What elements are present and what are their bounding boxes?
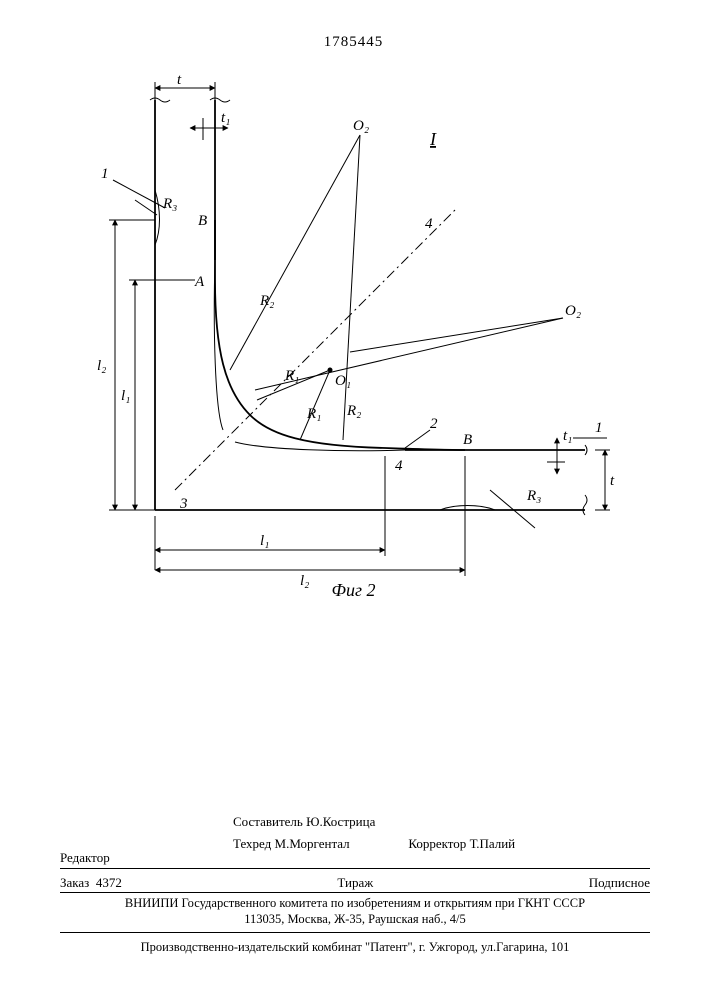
label-4: 4 xyxy=(425,216,433,232)
label-1-left: 1 xyxy=(101,166,109,182)
sign-label: Подписное xyxy=(589,875,650,891)
label-B-right: B xyxy=(463,432,472,448)
label-I: I xyxy=(429,129,437,149)
rule-2 xyxy=(60,892,650,893)
composer: Ю.Кострица xyxy=(306,814,375,829)
corrector: Т.Палий xyxy=(470,836,516,851)
label-3: 3 xyxy=(179,496,188,512)
label-O1: O₁ xyxy=(335,373,351,389)
tiraj-label: Тираж xyxy=(337,875,373,891)
dim-t-top: t xyxy=(177,72,182,88)
editor-row: Редактор xyxy=(60,850,650,866)
label-R3-top: R₃ xyxy=(162,196,177,212)
order-label: Заказ xyxy=(60,875,89,890)
label-R2-a: R₂ xyxy=(259,293,274,309)
order-number: 4372 xyxy=(96,875,122,890)
figure: 3 4 O₁ R₁ R₁ O₂ R₂ R₂ O₂ I B A xyxy=(95,70,615,590)
label-O2-right: O₂ xyxy=(565,303,581,319)
figure-caption: Фиг 2 xyxy=(0,580,707,601)
composer-label: Составитель xyxy=(233,814,303,829)
vniipi-line2: 113035, Москва, Ж-35, Раушская наб., 4/5 xyxy=(60,911,650,927)
label-R2-b: R₂ xyxy=(346,403,361,419)
label-B-top: B xyxy=(198,213,207,229)
label-O2-top: O₂ xyxy=(353,118,369,134)
dim-t-right: t xyxy=(610,473,615,489)
production-line: Производственно-издательский комбинат "П… xyxy=(60,940,650,955)
vniipi-line1: ВНИИПИ Государственного комитета по изоб… xyxy=(60,895,650,911)
label-R3-bot: R₃ xyxy=(526,488,541,504)
rule-1 xyxy=(60,868,650,869)
rule-3 xyxy=(60,932,650,933)
patent-number: 1785445 xyxy=(0,34,707,51)
dim-t1-top: t₁ xyxy=(221,110,230,126)
label-4-b: 4 xyxy=(395,458,403,474)
corrector-label: Корректор xyxy=(408,836,466,851)
label-R1-b: R₁ xyxy=(306,406,321,422)
dim-l1-v: l₁ xyxy=(121,388,130,404)
dim-t1-right: t₁ xyxy=(563,428,572,444)
techred-label: Техред xyxy=(233,836,271,851)
page: 1785445 xyxy=(0,0,707,1000)
label-2: 2 xyxy=(430,416,438,432)
vniipi-block: ВНИИПИ Государственного комитета по изоб… xyxy=(60,895,650,928)
dim-l1-h: l₁ xyxy=(260,533,269,549)
dim-l2-v: l₂ xyxy=(97,358,106,374)
editor-label: Редактор xyxy=(60,850,110,866)
label-A: A xyxy=(194,274,205,290)
techred: М.Моргентал xyxy=(275,836,350,851)
label-1-right: 1 xyxy=(595,420,603,436)
order-row: Заказ 4372 Тираж Подписное xyxy=(60,875,650,891)
